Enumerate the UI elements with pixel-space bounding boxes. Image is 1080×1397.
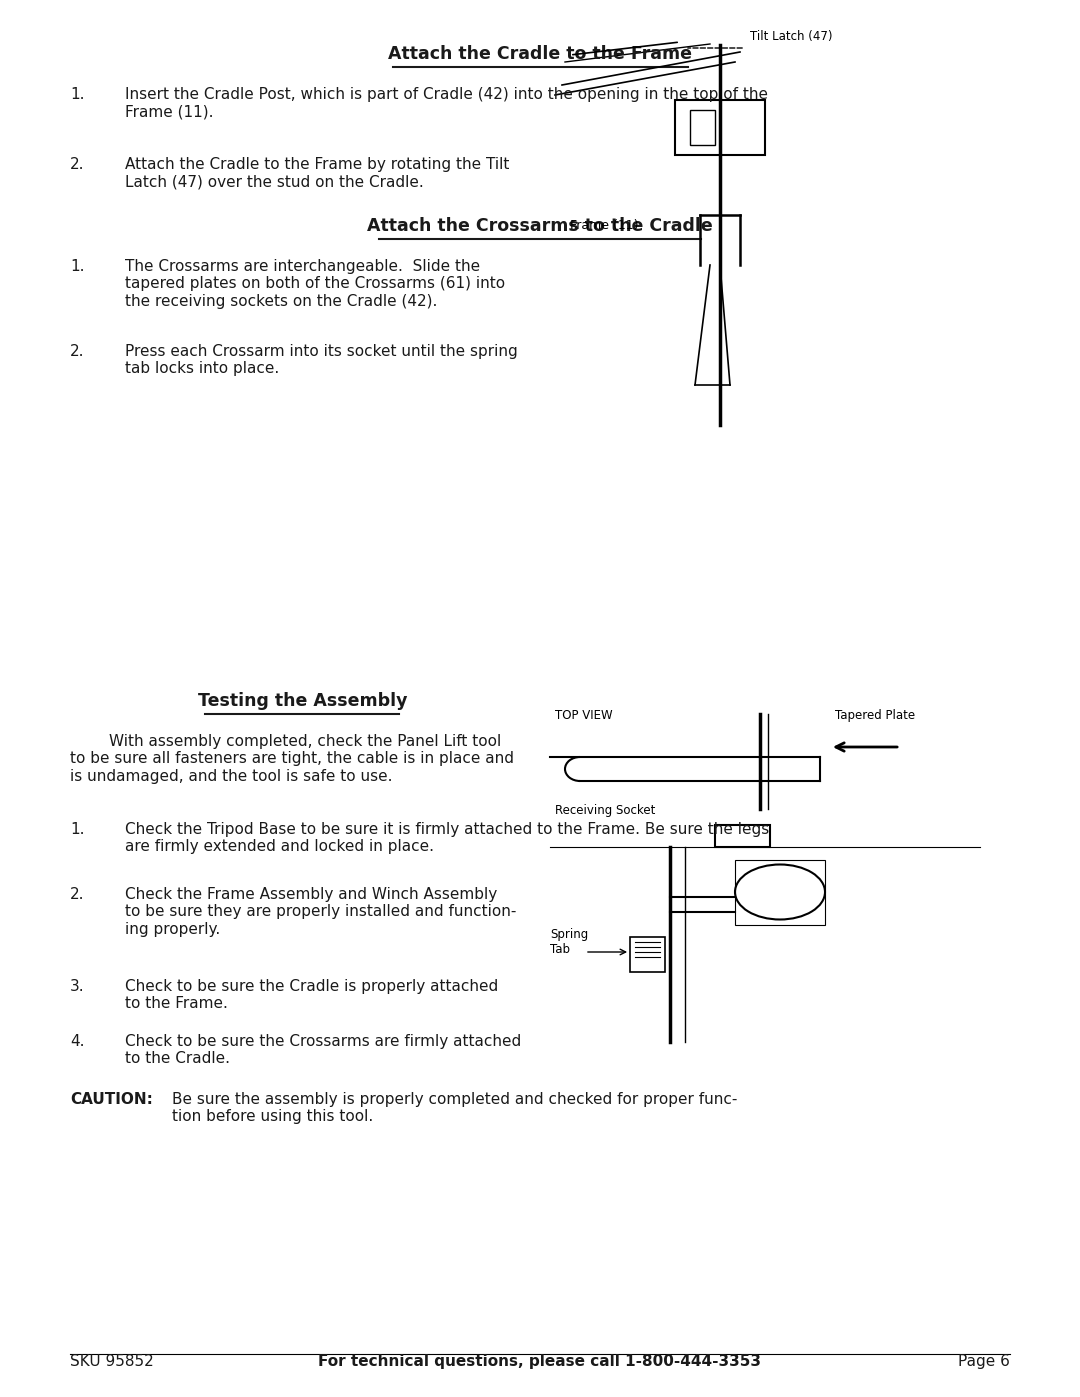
Text: SKU 95852: SKU 95852	[70, 1354, 153, 1369]
Text: Insert the Cradle Post, which is part of Cradle (42) into the opening in the top: Insert the Cradle Post, which is part of…	[125, 87, 768, 119]
Bar	[690, 110, 715, 145]
Text: 2.: 2.	[70, 156, 84, 172]
Text: Tapered Plate: Tapered Plate	[835, 710, 915, 722]
Text: Attach the Cradle to the Frame: Attach the Cradle to the Frame	[388, 45, 692, 63]
Text: 4.: 4.	[70, 1034, 84, 1049]
Text: 2.: 2.	[70, 887, 84, 902]
Text: Spring
Tab: Spring Tab	[550, 928, 589, 956]
Text: Check to be sure the Cradle is properly attached
to the Frame.: Check to be sure the Cradle is properly …	[125, 979, 498, 1011]
Bar	[675, 101, 765, 155]
Text: Check the Tripod Base to be sure it is firmly attached to the Frame. Be sure the: Check the Tripod Base to be sure it is f…	[125, 821, 769, 855]
Text: Attach the Cradle to the Frame by rotating the Tilt
Latch (47) over the stud on : Attach the Cradle to the Frame by rotati…	[125, 156, 510, 190]
Text: Frame (11): Frame (11)	[570, 218, 638, 232]
Text: CAUTION:: CAUTION:	[70, 1092, 153, 1106]
Text: For technical questions, please call 1-800-444-3353: For technical questions, please call 1-8…	[319, 1354, 761, 1369]
Text: 1.: 1.	[70, 87, 84, 102]
Text: 1.: 1.	[70, 821, 84, 837]
Text: Testing the Assembly: Testing the Assembly	[198, 692, 407, 710]
Text: Receiving Socket: Receiving Socket	[555, 805, 656, 817]
Text: The Crossarms are interchangeable.  Slide the
tapered plates on both of the Cros: The Crossarms are interchangeable. Slide…	[125, 258, 505, 309]
Text: Be sure the assembly is properly completed and checked for proper func-
tion bef: Be sure the assembly is properly complet…	[172, 1092, 738, 1125]
Text: With assembly completed, check the Panel Lift tool
to be sure all fasteners are : With assembly completed, check the Panel…	[70, 733, 514, 784]
Text: Check to be sure the Crossarms are firmly attached
to the Cradle.: Check to be sure the Crossarms are firml…	[125, 1034, 522, 1066]
Bar	[735, 859, 825, 925]
Text: Tilt Latch (47): Tilt Latch (47)	[750, 29, 833, 43]
Text: 2.: 2.	[70, 344, 84, 359]
Text: Page 6: Page 6	[958, 1354, 1010, 1369]
Text: 1.: 1.	[70, 258, 84, 274]
Text: Attach the Crossarms to the Cradle: Attach the Crossarms to the Cradle	[367, 217, 713, 235]
Text: 3.: 3.	[70, 979, 84, 995]
Text: Press each Crossarm into its socket until the spring
tab locks into place.: Press each Crossarm into its socket unti…	[125, 344, 517, 376]
Text: TOP VIEW: TOP VIEW	[555, 710, 612, 722]
Bar	[715, 826, 770, 847]
Bar	[630, 937, 665, 972]
Text: Check the Frame Assembly and Winch Assembly
to be sure they are properly install: Check the Frame Assembly and Winch Assem…	[125, 887, 516, 937]
